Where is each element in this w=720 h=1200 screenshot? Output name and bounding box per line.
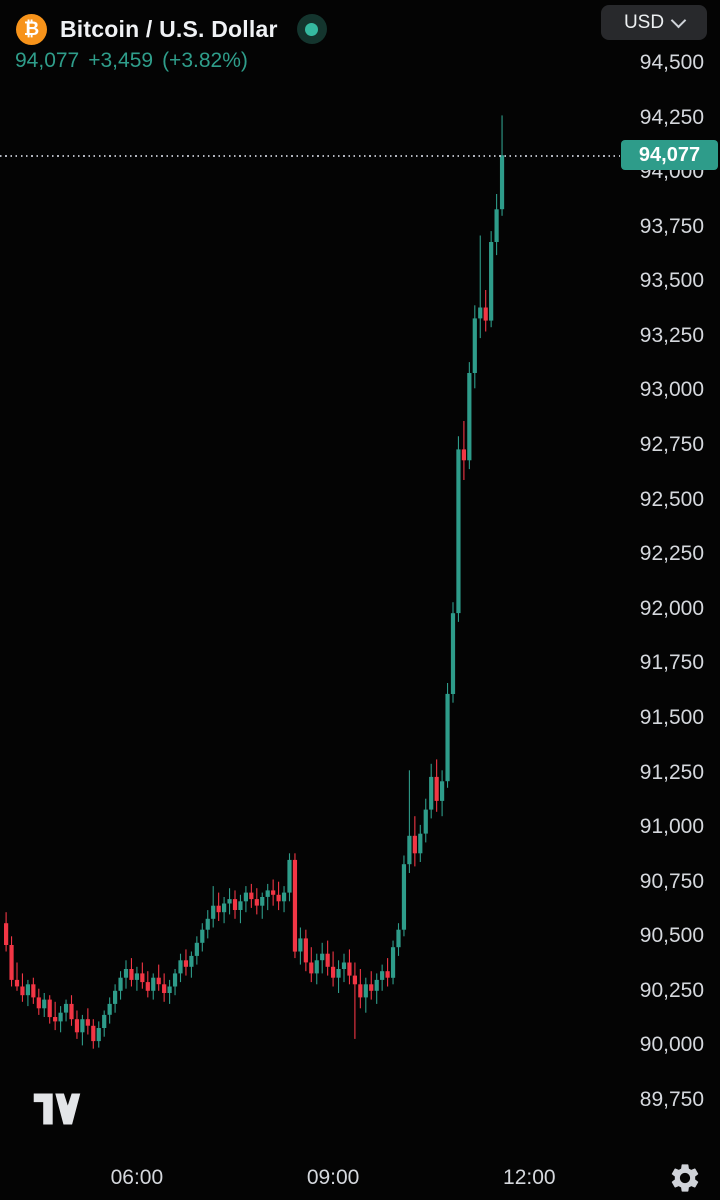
price-axis-label: 92,500 xyxy=(639,487,704,511)
bitcoin-icon: ₿ xyxy=(16,13,47,45)
price-axis-label: 93,250 xyxy=(639,323,704,347)
price-axis-label: 90,250 xyxy=(639,978,704,1002)
price-axis[interactable]: 94,500 94,250 94,000 93,750 93,500 93,250 93,0… xyxy=(610,0,720,1160)
currency-select-value: USD xyxy=(623,11,665,33)
currency-select[interactable]: USD xyxy=(601,5,707,40)
symbol-header[interactable]: ₿ Bitcoin / U.S. Dollar xyxy=(0,0,720,52)
last-price: 94,077 xyxy=(15,49,80,72)
price-axis-label: 94,500 xyxy=(639,51,704,74)
price-summary: 94,077 +3,459 (+3.82%) xyxy=(15,49,248,73)
current-price-tag: 94,077 xyxy=(621,140,718,171)
price-change: +3,459 xyxy=(88,49,154,72)
price-axis-label: 94,250 xyxy=(639,105,704,129)
price-axis-label: 91,250 xyxy=(639,760,704,784)
current-price-line xyxy=(0,155,620,157)
time-axis-label: 12:00 xyxy=(503,1166,556,1189)
price-axis-label: 90,000 xyxy=(639,1033,704,1057)
price-change-percent: (+3.82%) xyxy=(162,49,248,72)
price-axis-label: 89,750 xyxy=(639,1088,704,1111)
price-axis-label: 93,750 xyxy=(639,214,704,238)
symbol-title: Bitcoin / U.S. Dollar xyxy=(60,15,278,42)
price-axis-label: 93,500 xyxy=(639,269,704,293)
price-axis-label: 91,500 xyxy=(639,705,704,729)
price-axis-label: 93,000 xyxy=(639,378,704,402)
chevron-down-icon xyxy=(670,12,687,28)
price-axis-label: 92,750 xyxy=(639,433,704,457)
time-axis-label: 06:00 xyxy=(110,1166,164,1189)
price-axis-label: 91,750 xyxy=(639,651,704,675)
time-axis-label: 09:00 xyxy=(306,1166,360,1189)
time-axis[interactable]: 06:00 09:00 12:00 xyxy=(0,1158,720,1200)
price-axis-label: 92,250 xyxy=(639,542,704,566)
price-axis-label: 91,000 xyxy=(639,815,704,839)
price-axis-label: 92,000 xyxy=(639,596,704,620)
gear-icon[interactable] xyxy=(668,1161,702,1195)
market-status-dot-icon xyxy=(296,14,327,44)
tradingview-logo-icon[interactable] xyxy=(32,1090,82,1128)
candlestick-series xyxy=(4,115,505,1049)
price-axis-label: 90,750 xyxy=(639,869,704,893)
price-axis-label: 90,500 xyxy=(639,924,704,948)
